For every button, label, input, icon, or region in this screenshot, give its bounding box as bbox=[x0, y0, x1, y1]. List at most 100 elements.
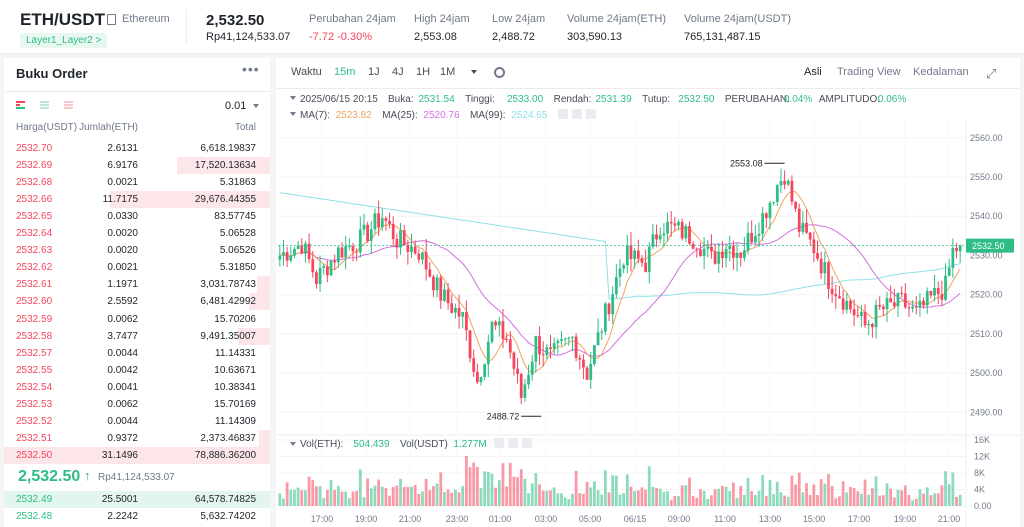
tab-4j[interactable]: 4J bbox=[392, 66, 404, 78]
fullscreen-icon[interactable]: ⤢ bbox=[986, 66, 997, 81]
tab-1h[interactable]: 1H bbox=[416, 66, 431, 78]
tab-1m[interactable]: 1M bbox=[440, 66, 456, 78]
ask-price: 2532.53 bbox=[16, 398, 53, 410]
candle-body bbox=[860, 311, 863, 316]
precision-select[interactable]: 0.01 bbox=[225, 100, 247, 112]
ask-price: 2532.66 bbox=[16, 194, 53, 206]
ask-row[interactable]: 2532.69 6.9176 17,520.13634 bbox=[4, 157, 270, 175]
volume-bar bbox=[552, 487, 556, 506]
volume-bar bbox=[889, 488, 893, 506]
volume-bar bbox=[475, 466, 479, 506]
ask-row[interactable]: 2532.60 2.5592 6,481.42992 bbox=[4, 293, 270, 311]
ask-row[interactable]: 2532.70 2.6131 6,618.19837 bbox=[4, 140, 270, 157]
volume-bar bbox=[391, 486, 395, 506]
bid-row[interactable]: 2532.48 2.2242 5,632.74202 bbox=[4, 508, 270, 525]
candle-body bbox=[395, 239, 399, 248]
volume-bar bbox=[684, 485, 688, 506]
tab-15m[interactable]: 15m bbox=[334, 66, 356, 78]
candle-body bbox=[655, 234, 658, 240]
volume-bar bbox=[878, 495, 882, 506]
ask-row[interactable]: 2532.68 0.0021 5.31863 bbox=[4, 174, 270, 191]
tab-depth[interactable]: Kedalaman bbox=[913, 66, 969, 78]
ask-row[interactable]: 2532.54 0.0041 10.38341 bbox=[4, 379, 270, 396]
candle-body bbox=[823, 262, 827, 274]
ask-price: 2532.57 bbox=[16, 347, 53, 359]
candle-body bbox=[373, 213, 377, 230]
ask-row[interactable]: 2532.52 0.0044 11.14309 bbox=[4, 413, 270, 430]
volume-bar bbox=[600, 494, 604, 506]
price-chart[interactable]: 2560.00 2550.00 2540.00 2530.00 2520.00 2510.… bbox=[276, 88, 1020, 527]
volume-bar bbox=[358, 469, 362, 506]
candle-body bbox=[600, 331, 604, 333]
candle-body bbox=[779, 180, 783, 186]
volume-bar bbox=[764, 496, 768, 506]
view-both-icon[interactable] bbox=[16, 101, 25, 110]
candle-body bbox=[764, 213, 768, 219]
ask-row[interactable]: 2532.65 0.0330 83.57745 bbox=[4, 208, 270, 225]
tab-1j[interactable]: 1J bbox=[368, 66, 380, 78]
ask-row[interactable]: 2532.57 0.0044 11.14331 bbox=[4, 345, 270, 362]
volume-bar bbox=[300, 490, 304, 506]
ask-row[interactable]: 2532.59 0.0062 15.70206 bbox=[4, 311, 270, 328]
ask-row[interactable]: 2532.61 1.1971 3,031.78743 bbox=[4, 276, 270, 294]
ask-row[interactable]: 2532.51 0.9372 2,373.46837 bbox=[4, 429, 270, 447]
header-divider bbox=[186, 10, 187, 44]
category-tag[interactable]: Layer1_Layer2 > bbox=[20, 33, 108, 48]
bid-row[interactable]: 2532.49 25.5001 64,578.74825 bbox=[4, 491, 270, 508]
ask-qty: 0.0020 bbox=[107, 228, 138, 240]
volume-bar bbox=[578, 493, 582, 506]
ask-row[interactable]: 2532.50 31.1496 78,886.36200 bbox=[4, 446, 270, 464]
volume-bar bbox=[574, 470, 578, 506]
volume-bar bbox=[918, 489, 922, 506]
candle-body bbox=[362, 224, 366, 230]
candle-body bbox=[794, 201, 797, 209]
candle-body bbox=[417, 253, 421, 260]
candle-body bbox=[340, 247, 344, 258]
chevron-down-icon[interactable] bbox=[471, 70, 477, 74]
pair-symbol[interactable]: ETH/USDT bbox=[20, 10, 105, 29]
y-tick-label: 2550.00 bbox=[970, 172, 1003, 182]
volume-bar bbox=[318, 486, 322, 506]
ask-row[interactable]: 2532.62 0.0021 5.31850 bbox=[4, 259, 270, 276]
ask-row[interactable]: 2532.64 0.0020 5.06528 bbox=[4, 225, 270, 242]
stat-label: Low 24jam bbox=[492, 13, 546, 25]
candle-body bbox=[677, 221, 680, 226]
candle-body bbox=[695, 248, 699, 250]
candle-body bbox=[680, 221, 684, 239]
depth-bar bbox=[4, 446, 270, 464]
chevron-down-icon[interactable] bbox=[253, 104, 259, 108]
candle-body bbox=[358, 229, 362, 253]
ask-row[interactable]: 2532.66 11.7175 29,676.44355 bbox=[4, 191, 270, 209]
tab-original[interactable]: Asli bbox=[804, 66, 822, 78]
ask-total: 5.06528 bbox=[219, 228, 256, 240]
candle-body bbox=[944, 275, 947, 300]
candle-body bbox=[728, 245, 732, 249]
chevron-down-icon bbox=[290, 112, 296, 116]
ask-row[interactable]: 2532.53 0.0062 15.70169 bbox=[4, 396, 270, 413]
volume-bar bbox=[399, 478, 402, 506]
ma-legend-value: 2523.82 bbox=[336, 110, 373, 121]
more-options-icon[interactable]: ••• bbox=[242, 61, 260, 77]
candle-body bbox=[428, 269, 432, 277]
gear-icon[interactable] bbox=[494, 67, 505, 78]
ask-row[interactable]: 2532.63 0.0020 5.06526 bbox=[4, 242, 270, 259]
candle-body bbox=[421, 252, 424, 260]
stat-volume-usdt: Volume 24jam(USDT) 765,131,487.15 bbox=[684, 13, 791, 43]
column-header-total: Total bbox=[234, 122, 256, 133]
view-asks-icon[interactable] bbox=[64, 101, 73, 110]
candle-body bbox=[889, 298, 893, 303]
x-tick-label: 19:00 bbox=[894, 514, 917, 524]
candle-body bbox=[614, 276, 618, 295]
ask-row[interactable]: 2532.58 3.7477 9,491.35007 bbox=[4, 327, 270, 345]
volume-bar bbox=[790, 475, 794, 506]
pair-name[interactable]: Ethereum bbox=[122, 13, 170, 25]
candle-body bbox=[549, 347, 552, 350]
volume-bar bbox=[618, 494, 622, 506]
view-bids-icon[interactable] bbox=[40, 101, 49, 110]
legend-label: Buka: bbox=[388, 94, 414, 105]
ask-row[interactable]: 2532.55 0.0042 10.63671 bbox=[4, 362, 270, 379]
candle-body bbox=[845, 300, 849, 310]
info-icon[interactable] bbox=[107, 14, 116, 25]
tab-tradingview[interactable]: Trading View bbox=[837, 66, 901, 78]
mid-price[interactable]: 2,532.50 bbox=[18, 468, 81, 485]
